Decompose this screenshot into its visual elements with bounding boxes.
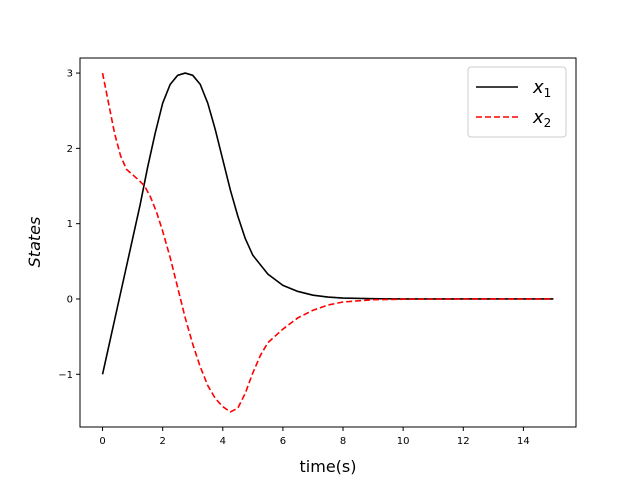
x-tick-label: 4 bbox=[220, 436, 226, 447]
series-layer bbox=[101, 72, 554, 413]
legend-label-subscript: 1 bbox=[544, 86, 552, 100]
y-tick-label: 1 bbox=[67, 219, 73, 230]
x-tick-label: 14 bbox=[517, 436, 530, 447]
x-tick-label: 8 bbox=[340, 436, 346, 447]
x-tick-label: 12 bbox=[457, 436, 470, 447]
series-line-x2 bbox=[101, 72, 554, 413]
x-tick-label: 2 bbox=[159, 436, 165, 447]
legend-label-x1: x1 bbox=[532, 77, 551, 100]
x-tick-label: 6 bbox=[280, 436, 286, 447]
y-tick-label: 0 bbox=[67, 294, 73, 305]
legend-box bbox=[467, 66, 567, 138]
x-tick-label: 0 bbox=[99, 436, 105, 447]
legend-label-main: x bbox=[532, 107, 544, 128]
legend-label-subscript: 2 bbox=[544, 116, 552, 130]
y-axis-label: States bbox=[25, 217, 44, 268]
x-axis-label: time(s) bbox=[300, 457, 357, 476]
legend-label-main: x bbox=[532, 77, 544, 98]
x-axis-ticks: 0 2 4 6 8 10 12 14 bbox=[99, 427, 530, 447]
y-tick-label: 2 bbox=[67, 144, 73, 155]
y-tick-label: 3 bbox=[67, 69, 73, 80]
x-tick-label: 10 bbox=[397, 436, 410, 447]
series-line-x1 bbox=[101, 72, 554, 375]
y-axis-ticks: −1 0 1 2 3 bbox=[58, 69, 80, 381]
legend-label-x2: x2 bbox=[532, 107, 551, 130]
y-tick-label: −1 bbox=[58, 370, 73, 381]
